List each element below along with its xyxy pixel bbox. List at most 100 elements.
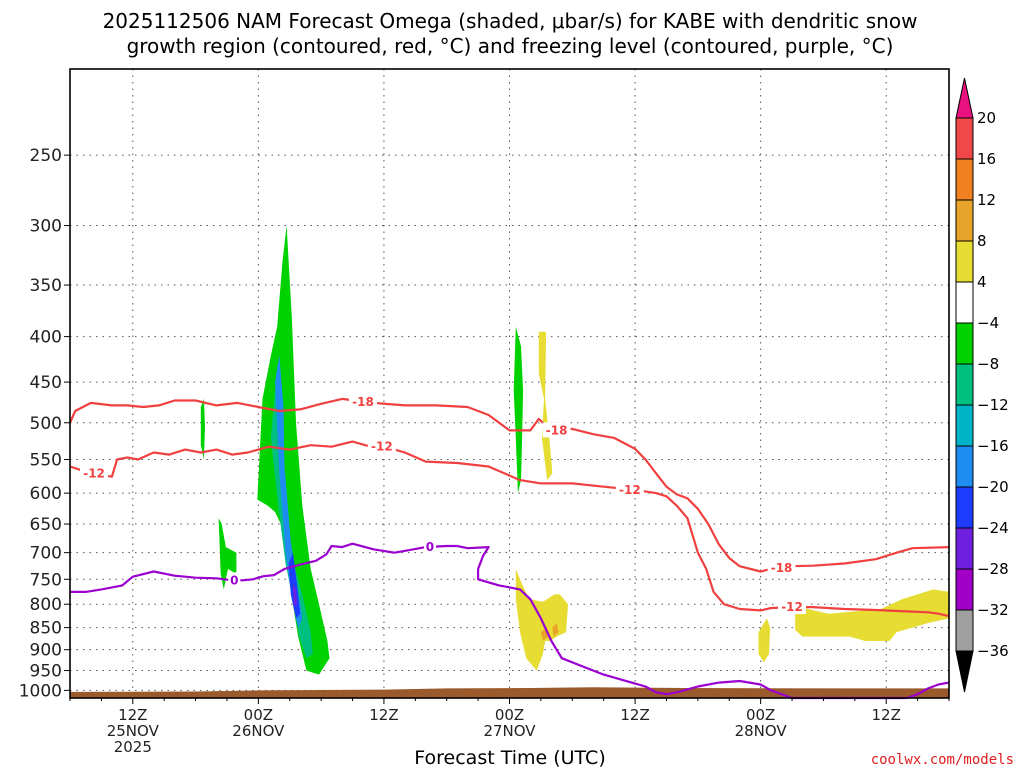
x-tick-label: 00Z: [495, 706, 524, 724]
contour-label-bg: [778, 599, 807, 615]
x-tick-label: 00Z: [746, 706, 775, 724]
omega-rising-spot-27nov: [513, 326, 524, 494]
contour-label-bg: [542, 422, 571, 438]
contour-label: -12: [83, 466, 105, 480]
colorbar-tick-label: 8: [977, 232, 987, 250]
plot-area: -18 -12 -12 -18 -12 -18 -12 0 0: [68, 68, 950, 700]
colorbar-tick-label: −20: [977, 478, 1009, 496]
omega-sinking-spot-27nov-orange-2: [552, 623, 559, 637]
colorbar-bin: [955, 158, 974, 201]
omega-sinking-spot-28nov-right: [795, 589, 949, 641]
y-tick-label: 300: [30, 217, 62, 237]
y-tick-label: 850: [30, 619, 62, 639]
contour-label-bg: [423, 539, 436, 555]
omega-rising-spot-25nov-lower: [218, 518, 237, 590]
colorbar-tick-label: −16: [977, 437, 1009, 455]
contour-label: -12: [781, 600, 803, 614]
contour-label-bg: [349, 394, 377, 410]
colorbar-bin: [955, 199, 974, 242]
omega-sinking-spot-27nov-upper: [538, 331, 553, 481]
colorbar-bin: [955, 609, 974, 652]
contour-label: -18: [771, 561, 793, 575]
contour-labels: -18 -12 -12 -18 -12 -18 -12 0 0: [80, 394, 807, 615]
colorbar-bin: [955, 281, 974, 324]
colorbar-top-arrow: [955, 77, 974, 119]
y-tick-label: 900: [30, 641, 62, 661]
contour-label: -18: [352, 395, 374, 409]
colorbar-tick-label: −24: [977, 519, 1009, 537]
x-tick-label: 12Z: [369, 706, 398, 724]
x-tick-label: 2025: [114, 738, 152, 756]
contour-label: -12: [619, 483, 641, 497]
terrain-fill: [70, 687, 949, 698]
omega-rising-band-26nov-outer: [257, 225, 330, 675]
y-tick-label: 800: [30, 595, 62, 615]
x-tick-label: 27NOV: [483, 722, 536, 740]
y-tick-label: 650: [30, 515, 62, 535]
colorbar-tick-label: 4: [977, 273, 987, 291]
colorbar-bin: [955, 117, 974, 160]
y-tick-label: 450: [30, 373, 62, 393]
x-tick-label: 12Z: [620, 706, 649, 724]
colorbar-tick-label: 12: [977, 191, 996, 209]
colorbar-bin: [955, 404, 974, 447]
y-tick-label: 700: [30, 544, 62, 564]
y-tick-label: 750: [30, 570, 62, 590]
colorbar-bin: [955, 240, 974, 283]
contour-label: -18: [546, 423, 568, 437]
y-tick-label: 350: [30, 276, 62, 296]
chart-title-line-1: 2025112506 NAM Forecast Omega (shaded, μ…: [103, 9, 918, 33]
contour-label: 0: [426, 540, 434, 554]
y-tick-label: 500: [30, 414, 62, 434]
colorbar-bin: [955, 486, 974, 529]
omega-rising-band-26nov-purple: [292, 584, 298, 607]
omega-rising-band-26nov-core: [288, 552, 301, 619]
contour-label-bg: [767, 559, 796, 575]
omega-rising-band-26nov-blue: [275, 355, 303, 628]
y-tick-label: 950: [30, 662, 62, 682]
terrain-ground: [70, 687, 949, 698]
colorbar-bin: [955, 445, 974, 488]
x-tick-label: 00Z: [244, 706, 273, 724]
colorbar-bin: [955, 322, 974, 365]
y-tick-label: 400: [30, 328, 62, 348]
colorbar-bottom-arrow: [955, 650, 974, 693]
x-tick-label: 25NOV: [107, 722, 160, 740]
x-tick-label: 26NOV: [232, 722, 285, 740]
colorbar-tick-label: −4: [977, 314, 999, 332]
chart-title-line-2: growth region (contoured, red, °C) and f…: [127, 34, 894, 58]
omega-sinking-spot-28nov-left: [758, 618, 771, 663]
y-tick-label: 1000: [19, 681, 62, 701]
contour-label-bg: [80, 465, 109, 481]
x-axis-label: Forecast Time (UTC): [414, 747, 605, 768]
colorbar-tick-label: −12: [977, 396, 1009, 414]
colorbar-tick-label: −8: [977, 355, 999, 373]
x-tick-label: 12Z: [872, 706, 901, 724]
colorbar-bin: [955, 568, 974, 611]
plot-background: [70, 69, 949, 698]
colorbar-bin: [955, 363, 974, 406]
colorbar-tick-label: −36: [977, 642, 1009, 660]
colorbar-tick-label: 16: [977, 150, 996, 168]
x-tick-label: 28NOV: [735, 722, 788, 740]
colorbar-tick-label: 20: [977, 109, 996, 127]
y-tick-label: 600: [30, 484, 62, 504]
contour-label-bg: [367, 438, 396, 454]
colorbar-bin: [955, 527, 974, 570]
y-tick-label: 250: [30, 146, 62, 166]
contour-label: -12: [371, 440, 393, 454]
y-axis: 2503003504004505005506006507007508008509…: [19, 146, 70, 701]
x-tick-label: 12Z: [118, 706, 147, 724]
colorbar: 20 16 12 8 4 −4 −8 −12 −16 −20 −24 −28 −32 −36: [955, 77, 1009, 693]
y-tick-label: 550: [30, 451, 62, 471]
contour-label-bg: [228, 572, 241, 588]
colorbar-tick-label: −32: [977, 601, 1009, 619]
omega-rising-spot-25nov-upper: [200, 398, 205, 460]
grid-lines: [70, 69, 949, 698]
contour-label-bg: [615, 481, 644, 497]
credit-text: coolwx.com/models: [871, 752, 1014, 768]
colorbar-tick-label: −28: [977, 560, 1009, 578]
contour-label: 0: [230, 573, 238, 587]
